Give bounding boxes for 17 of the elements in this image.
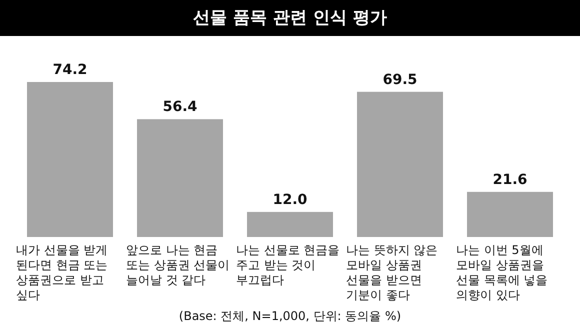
data-label: 21.6 — [492, 172, 528, 188]
data-label: 12.0 — [272, 192, 308, 208]
chart-title: 선물 품목 관련 인식 평가 — [0, 0, 580, 36]
data-label: 56.4 — [162, 99, 198, 116]
data-label: 69.5 — [382, 72, 418, 88]
bar — [357, 92, 443, 237]
x-tick-label: 나는 선물로 현금을 주고 받는 것이 부끄럽다 — [236, 243, 341, 288]
bar — [137, 119, 223, 237]
x-tick-label: 나는 뜻하지 않은 모바일 상품권 선물을 받으면 기분이 좋다 — [346, 243, 439, 303]
x-tick-label: 내가 선물을 받게 된다면 현금 또는 상품권으로 받고 싶다 — [16, 243, 109, 303]
x-tick-label: 앞으로 나는 현금 또는 상품권 선물이 늘어날 것 같다 — [126, 243, 231, 288]
bar — [247, 212, 333, 237]
bar — [467, 192, 553, 237]
x-tick-label: 나는 이번 5월에 모바일 상품권을 선물 목록에 넣을 의향이 있다 — [456, 243, 549, 303]
bar — [27, 82, 113, 237]
data-label: 74.2 — [52, 62, 88, 78]
text: (Base: 전체, N=1,000, 단위: 동의율 %) — [178, 308, 402, 325]
